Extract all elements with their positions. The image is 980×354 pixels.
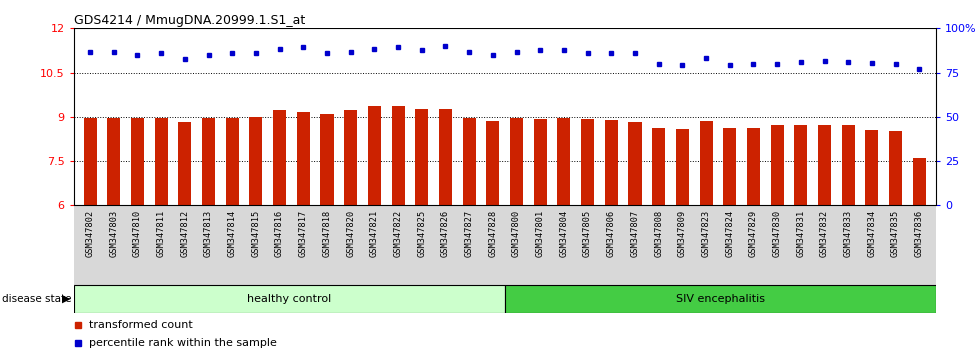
Text: GSM347812: GSM347812 [180,209,189,257]
Text: SIV encephalitis: SIV encephalitis [676,294,764,304]
Text: GSM347814: GSM347814 [227,209,237,257]
Bar [463,118,475,205]
Bar [889,131,903,205]
Text: GSM347817: GSM347817 [299,209,308,257]
Bar [320,114,333,205]
Bar [652,128,665,205]
Text: GSM347803: GSM347803 [110,209,119,257]
Bar [676,129,689,205]
Text: GSM347823: GSM347823 [702,209,710,257]
Text: GSM347829: GSM347829 [749,209,758,257]
Bar [392,107,405,205]
Text: GSM347825: GSM347825 [417,209,426,257]
Text: GSM347805: GSM347805 [583,209,592,257]
Text: GSM347807: GSM347807 [630,209,640,257]
Text: GSM347821: GSM347821 [369,209,379,257]
Text: GSM347818: GSM347818 [322,209,331,257]
Bar [250,117,263,205]
Bar [83,118,97,205]
Bar [558,118,570,205]
Text: healthy control: healthy control [247,294,331,304]
Bar [510,118,523,205]
Bar [297,112,310,205]
Bar [225,118,239,205]
Bar [273,110,286,205]
Text: GDS4214 / MmugDNA.20999.1.S1_at: GDS4214 / MmugDNA.20999.1.S1_at [74,14,305,27]
Text: GSM347828: GSM347828 [488,209,498,257]
Text: GSM347834: GSM347834 [867,209,876,257]
Bar [605,120,617,205]
Text: transformed count: transformed count [89,320,193,330]
Text: GSM347827: GSM347827 [465,209,473,257]
Text: GSM347826: GSM347826 [441,209,450,257]
Text: GSM347820: GSM347820 [346,209,355,257]
Bar [581,119,594,205]
Text: disease state: disease state [2,294,72,304]
Text: percentile rank within the sample: percentile rank within the sample [89,338,277,348]
Bar [795,125,808,205]
Bar [723,128,736,205]
Bar [865,130,878,205]
Bar [178,122,191,205]
Bar [818,125,831,205]
Text: GSM347832: GSM347832 [820,209,829,257]
Bar [700,121,712,205]
Bar [368,107,381,205]
Bar [770,125,784,205]
Bar [505,285,936,313]
Text: GSM347815: GSM347815 [252,209,261,257]
Bar [344,110,358,205]
Text: GSM347809: GSM347809 [678,209,687,257]
Text: GSM347802: GSM347802 [85,209,95,257]
Bar [534,119,547,205]
Bar [74,285,505,313]
Text: GSM347810: GSM347810 [133,209,142,257]
Text: GSM347830: GSM347830 [772,209,782,257]
Text: GSM347806: GSM347806 [607,209,615,257]
Bar [912,158,926,205]
Bar [155,118,168,205]
Text: GSM347801: GSM347801 [536,209,545,257]
Text: GSM347831: GSM347831 [797,209,806,257]
Text: ▶: ▶ [62,294,71,304]
Text: GSM347800: GSM347800 [512,209,521,257]
Text: GSM347804: GSM347804 [560,209,568,257]
Text: GSM347811: GSM347811 [157,209,166,257]
Text: GSM347822: GSM347822 [394,209,403,257]
Text: GSM347833: GSM347833 [844,209,853,257]
Text: GSM347813: GSM347813 [204,209,213,257]
Bar [107,118,121,205]
Bar [486,121,500,205]
Text: GSM347835: GSM347835 [891,209,900,257]
Bar [439,109,452,205]
Text: GSM347816: GSM347816 [275,209,284,257]
Bar [628,122,642,205]
Bar [747,128,760,205]
Text: GSM347808: GSM347808 [655,209,663,257]
Text: GSM347836: GSM347836 [914,209,924,257]
Text: GSM347824: GSM347824 [725,209,734,257]
Bar [842,125,855,205]
Bar [416,109,428,205]
Bar [202,118,215,205]
Bar [131,118,144,205]
